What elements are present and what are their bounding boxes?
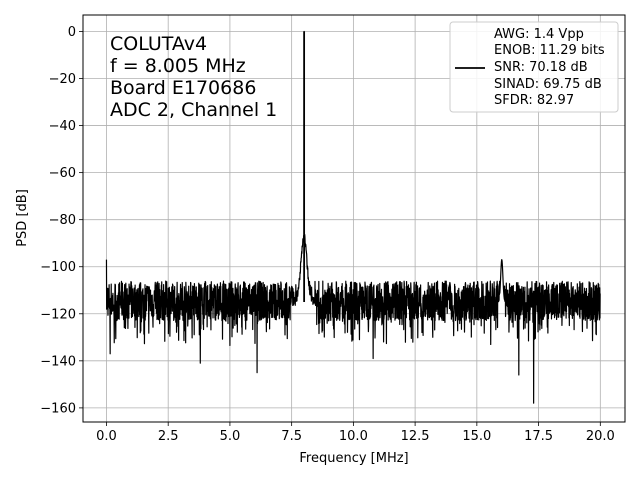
legend-box xyxy=(449,21,619,113)
x-tick-label: 0.0 xyxy=(96,429,117,444)
y-axis-label: PSD [dB] xyxy=(15,189,30,247)
y-tick-label: −60 xyxy=(49,166,76,181)
annotation-text-block: COLUTAv4 f = 8.005 MHz Board E170686 ADC… xyxy=(110,33,277,121)
y-tick-label: −140 xyxy=(40,354,76,369)
legend-entry: SFDR: 82.97 xyxy=(494,93,574,108)
annotation-line: Board E170686 xyxy=(110,77,256,99)
annotation-line: f = 8.005 MHz xyxy=(110,55,246,77)
annotation-line: COLUTAv4 xyxy=(110,33,207,55)
legend-entry: SNR: 70.18 dB xyxy=(494,60,588,75)
legend-entry: SINAD: 69.75 dB xyxy=(494,77,602,92)
x-axis-label: Frequency [MHz] xyxy=(299,451,408,466)
plot-area xyxy=(105,30,601,404)
y-tick-label: −100 xyxy=(40,260,76,275)
x-tick-label: 10.0 xyxy=(339,429,368,444)
x-tick-label: 2.5 xyxy=(158,429,179,444)
legend-entry: AWG: 1.4 Vpp xyxy=(494,27,584,42)
y-tick-label: −80 xyxy=(49,213,76,228)
annotation-line: ADC 2, Channel 1 xyxy=(110,99,277,121)
x-tick-label: 17.5 xyxy=(524,429,553,444)
x-tick-label: 15.0 xyxy=(462,429,491,444)
y-tick-label: −120 xyxy=(40,307,76,322)
x-tick-label: 7.5 xyxy=(281,429,302,444)
y-tick-label: 0 xyxy=(68,25,76,40)
x-tick-label: 5.0 xyxy=(220,429,241,444)
y-tick-label: −40 xyxy=(49,119,76,134)
axes-frame xyxy=(82,14,626,423)
psd-series-line xyxy=(105,30,601,404)
x-tick-label: 12.5 xyxy=(401,429,430,444)
x-tick-label: 20.0 xyxy=(586,429,615,444)
legend-entry: ENOB: 11.29 bits xyxy=(494,43,605,58)
legend: AWG: 1.4 Vpp ENOB: 11.29 bits SNR: 70.18… xyxy=(449,21,619,113)
axis-ticks: 0.0 2.5 5.0 7.5 10.0 12.5 15.0 17.5 20.0 0 −20 −40 −… xyxy=(40,25,615,444)
y-tick-label: −160 xyxy=(40,401,76,416)
y-tick-label: −20 xyxy=(49,72,76,87)
